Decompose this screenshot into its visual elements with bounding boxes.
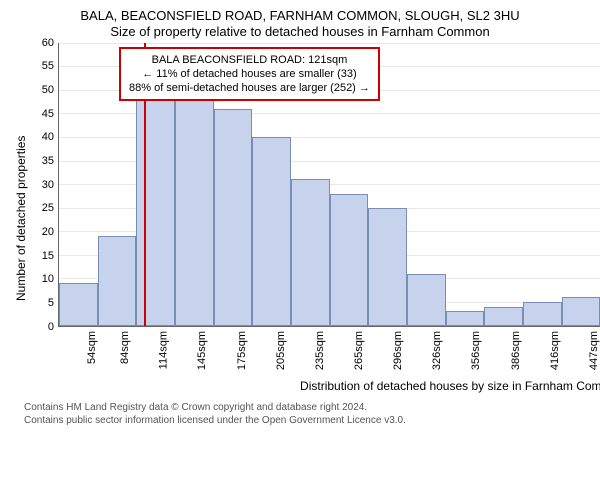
bar [59, 283, 98, 325]
footer: Contains HM Land Registry data © Crown c… [24, 401, 588, 427]
bar [291, 179, 330, 325]
bar [175, 90, 214, 326]
y-tick-label: 20 [42, 226, 54, 238]
bar [368, 208, 407, 326]
y-tick-label: 15 [42, 250, 54, 262]
annotation-box: BALA BEACONSFIELD ROAD: 121sqm ← 11% of … [119, 47, 380, 102]
footer-line: Contains HM Land Registry data © Crown c… [24, 401, 588, 414]
bar [252, 137, 291, 326]
chart-title: BALA, BEACONSFIELD ROAD, FARNHAM COMMON,… [12, 8, 588, 24]
plot-area: BALA BEACONSFIELD ROAD: 121sqm ← 11% of … [58, 43, 600, 327]
bar [407, 274, 446, 326]
x-tick-label: 447sqm [588, 331, 600, 370]
y-tick-label: 30 [42, 179, 54, 191]
annotation-line: 88% of semi-detached houses are larger (… [129, 81, 370, 95]
y-tick-label: 50 [42, 84, 54, 96]
y-tick-label: 10 [42, 273, 54, 285]
bar [562, 297, 600, 325]
x-axis-label: Distribution of detached houses by size … [58, 379, 600, 393]
y-tick-label: 55 [42, 60, 54, 72]
y-tick-label: 5 [48, 297, 54, 309]
bar [446, 311, 485, 325]
bar [523, 302, 562, 326]
y-tick-label: 35 [42, 155, 54, 167]
footer-line: Contains public sector information licen… [24, 414, 588, 427]
chart-body: Number of detached properties 0 5 10 15 20 25… [12, 43, 588, 393]
bar [214, 109, 253, 326]
y-tick-label: 40 [42, 131, 54, 143]
bar [330, 194, 369, 326]
y-tick-label: 45 [42, 108, 54, 120]
bar [98, 236, 137, 326]
chart-container: BALA, BEACONSFIELD ROAD, FARNHAM COMMON,… [0, 0, 600, 500]
y-axis-ticks: 051015202530354045505560 [30, 43, 58, 327]
annotation-line: BALA BEACONSFIELD ROAD: 121sqm [129, 53, 370, 67]
y-tick-label: 25 [42, 202, 54, 214]
x-axis-ticks: 54sqm84sqm114sqm145sqm175sqm205sqm235sqm… [58, 327, 600, 375]
annotation-line: ← 11% of detached houses are smaller (33… [129, 67, 370, 81]
bar [484, 307, 523, 326]
bar [136, 99, 175, 325]
chart-subtitle: Size of property relative to detached ho… [12, 24, 588, 39]
y-axis-label: Number of detached properties [12, 43, 30, 393]
y-tick-label: 0 [48, 321, 54, 333]
y-tick-label: 60 [42, 37, 54, 49]
